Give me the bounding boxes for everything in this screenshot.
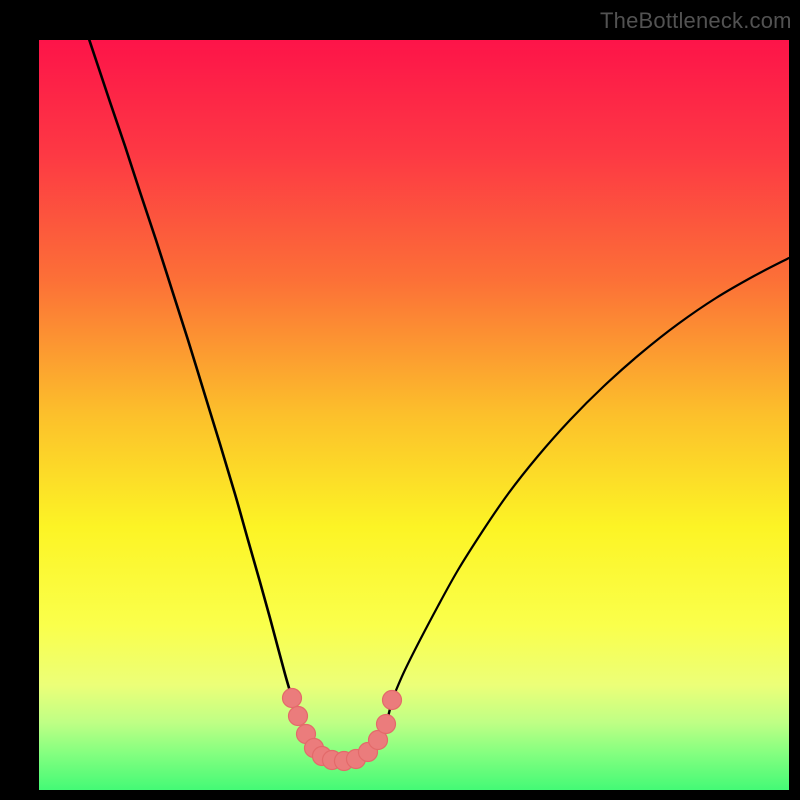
watermark-text: TheBottleneck.com: [600, 8, 792, 34]
trough-marker: [283, 689, 302, 708]
trough-marker: [383, 691, 402, 710]
trough-marker: [289, 707, 308, 726]
chart-container: TheBottleneck.com: [0, 0, 800, 800]
plot-area: [39, 40, 789, 790]
chart-svg: [0, 0, 800, 800]
trough-marker: [377, 715, 396, 734]
